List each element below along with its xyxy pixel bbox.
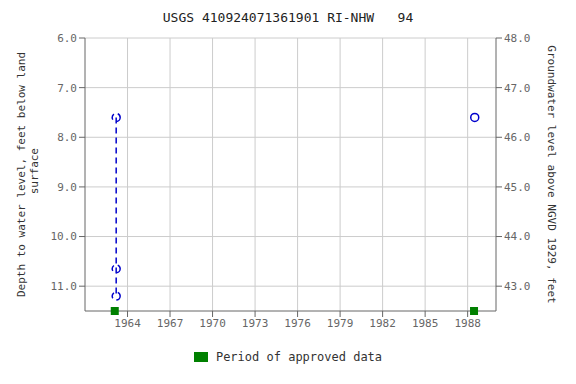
svg-text:1973: 1973 — [242, 317, 269, 330]
svg-text:Depth to water level, feet bel: Depth to water level, feet below land su… — [15, 52, 41, 297]
svg-text:1964: 1964 — [114, 317, 141, 330]
html-text:USGS 410924071361901 RI-NHW 94: USGS 410924071361901 RI-NHW 94 — [162, 10, 414, 25]
svg-text:43.0: 43.0 — [504, 280, 531, 293]
svg-text:1970: 1970 — [199, 317, 226, 330]
svg-text:46.0: 46.0 — [504, 131, 531, 144]
html-text:Period of approved data: Period of approved data — [215, 350, 383, 364]
svg-text:1985: 1985 — [412, 317, 439, 330]
svg-text:48.0: 48.0 — [504, 32, 531, 45]
svg-text:7.0: 7.0 — [57, 82, 77, 95]
svg-text:1982: 1982 — [369, 317, 396, 330]
svg-text:1979: 1979 — [327, 317, 354, 330]
svg-text:1976: 1976 — [284, 317, 311, 330]
svg-text:9.0: 9.0 — [57, 181, 77, 194]
svg-text:1967: 1967 — [157, 317, 184, 330]
svg-text:8.0: 8.0 — [57, 131, 77, 144]
svg-text:1988: 1988 — [454, 317, 481, 330]
svg-text:44.0: 44.0 — [504, 230, 531, 243]
svg-text:6.0: 6.0 — [57, 32, 77, 45]
svg-text:47.0: 47.0 — [504, 82, 531, 95]
svg-text:10.0: 10.0 — [51, 230, 78, 243]
svg-text:45.0: 45.0 — [504, 181, 531, 194]
svg-text:Groundwater level above NGVD 1: Groundwater level above NGVD 1929, feet — [545, 45, 558, 303]
svg-text:11.0: 11.0 — [51, 280, 78, 293]
